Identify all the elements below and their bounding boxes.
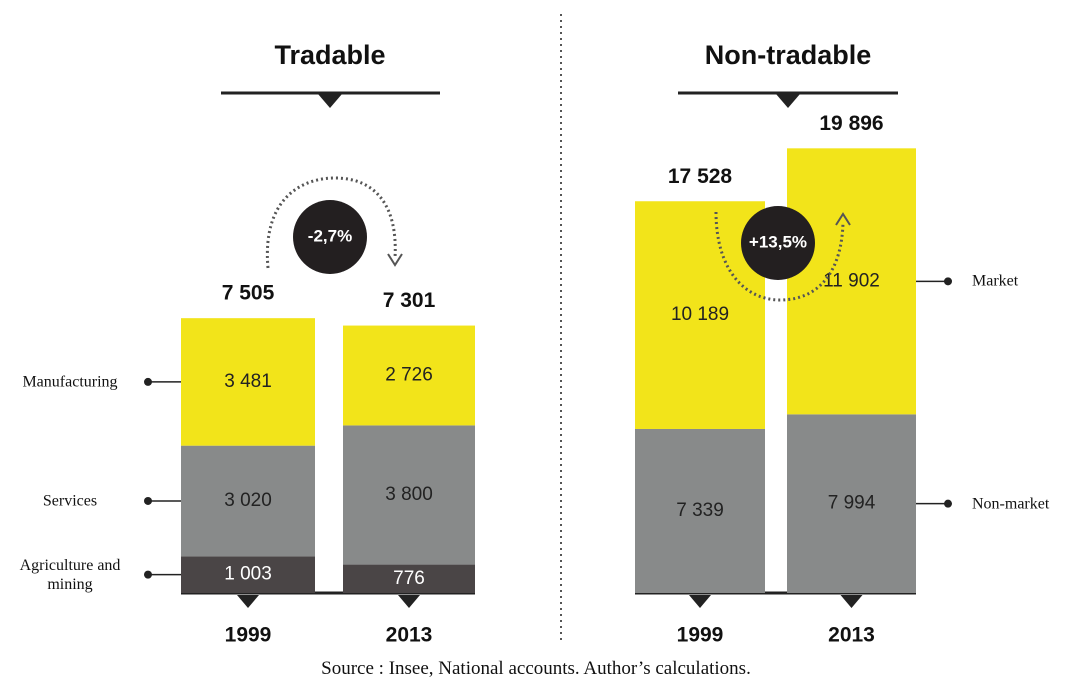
value-label: 3 800	[385, 484, 433, 505]
x-tick-label: 1999	[677, 624, 724, 647]
legend-label: Market	[972, 272, 1019, 290]
annotation-badge	[741, 206, 815, 280]
bar-segment	[343, 425, 475, 565]
legend-label: Manufacturing	[22, 373, 118, 391]
value-label: 10 189	[671, 304, 729, 325]
bar-segment	[181, 318, 315, 446]
change-arrow	[714, 211, 845, 302]
bar-segment	[787, 414, 916, 593]
value-label: 776	[393, 568, 425, 589]
chart-title: Non-tradable	[705, 40, 872, 70]
category-pointer	[840, 595, 863, 608]
annotation: +13,5%	[749, 232, 807, 251]
bar-segment	[181, 556, 315, 593]
bar-segment	[635, 428, 765, 593]
legend-dot	[144, 570, 152, 579]
bar-segment	[343, 325, 475, 426]
value-label: 3 481	[224, 371, 272, 392]
legend-label: Non-market	[972, 495, 1050, 513]
legend-dot	[944, 499, 952, 508]
value-label: 1 003	[224, 564, 272, 585]
annotation: -2,7%	[308, 226, 352, 245]
total-label: 19 896	[819, 112, 883, 135]
source: Source : Insee, National accounts. Autho…	[321, 658, 751, 679]
legend-label: Agriculture and mining	[19, 556, 121, 593]
arrow-head	[835, 212, 851, 226]
value-label: 2 726	[385, 364, 433, 385]
bar-segment	[181, 445, 315, 557]
change-arrow	[265, 176, 397, 269]
value-label: 3 020	[224, 490, 272, 511]
bar-segment	[343, 564, 475, 593]
chart-title: Tradable	[274, 40, 385, 70]
legend-dot	[944, 277, 952, 286]
title-pointer	[776, 94, 800, 108]
x-tick-label: 2013	[828, 624, 875, 647]
category-pointer	[689, 595, 711, 608]
total-label: 7 505	[222, 282, 275, 305]
total-label: 17 528	[668, 165, 733, 188]
bar-segment	[787, 148, 916, 415]
legend-dot	[144, 496, 152, 505]
annotation-badge	[293, 200, 367, 274]
value-label: 11 902	[823, 270, 880, 291]
value-label: 7 994	[828, 493, 876, 514]
legend-dot	[144, 377, 152, 386]
legend-label: Services	[42, 492, 98, 510]
x-tick-label: 2013	[386, 624, 433, 647]
title-pointer	[318, 94, 342, 108]
arrow-head	[387, 253, 403, 267]
category-pointer	[237, 595, 259, 608]
x-tick-label: 1999	[225, 624, 272, 647]
category-pointer	[398, 595, 420, 608]
value-label: 7 339	[676, 500, 724, 521]
total-label: 7 301	[383, 289, 436, 312]
